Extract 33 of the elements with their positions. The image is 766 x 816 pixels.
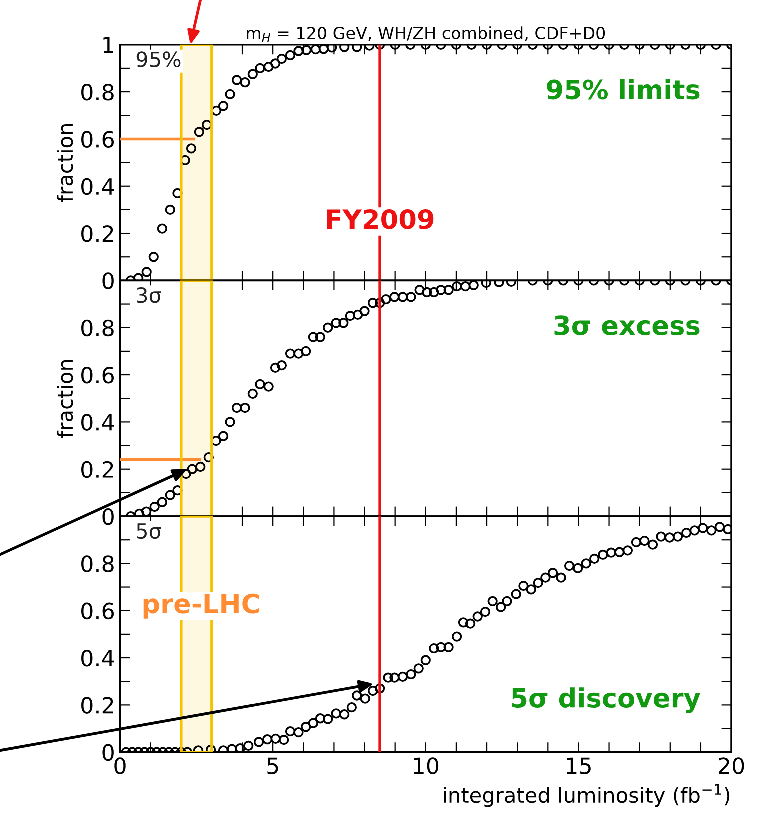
x-axis-title: integrated luminosity (fb$^{−1}$) xyxy=(444,784,730,808)
x-tick-label: 10 xyxy=(414,758,439,774)
band-label: pre-LHC xyxy=(144,594,259,619)
y-tick-label: 0.6 xyxy=(82,602,114,620)
y-axis-title: fraction xyxy=(57,124,74,202)
y-tick-label: 0 xyxy=(102,744,114,762)
x-tick-label: 5 xyxy=(268,758,278,774)
annotation: 3σ excess xyxy=(554,316,700,336)
y-tick-label: 0.4 xyxy=(82,414,114,431)
annotation: 5σ discovery xyxy=(512,688,700,714)
y-tick-label: 0.8 xyxy=(82,556,114,572)
y-tick-label: 0.2 xyxy=(82,697,114,714)
annotation: 3σ xyxy=(137,288,162,304)
y-tick-label: 0.6 xyxy=(82,131,114,148)
ref-line-label: FY2009 xyxy=(327,209,434,230)
y-tick-label: 0.4 xyxy=(82,178,114,196)
y-tick-label: 1 xyxy=(104,37,114,54)
annotation: 95% xyxy=(136,52,181,68)
annotation: 95% limits xyxy=(547,79,700,100)
y-tick-label: 0.8 xyxy=(82,84,114,101)
y-tick-label: 0.2 xyxy=(82,225,114,242)
x-tick-label: 0 xyxy=(114,758,126,774)
y-tick-label: 0.4 xyxy=(82,650,114,667)
annotation: 5σ xyxy=(137,524,162,540)
y-tick-label: 0.6 xyxy=(82,366,114,384)
x-tick-label: 20 xyxy=(719,758,744,774)
x-tick-label: 15 xyxy=(567,758,591,774)
y-tick-label: 0.8 xyxy=(82,320,114,337)
y-axis-title: fraction xyxy=(57,360,74,438)
y-tick-label: 0.2 xyxy=(82,461,114,478)
y-tick-label: 0 xyxy=(102,272,114,290)
y-tick-label: 0 xyxy=(102,508,114,526)
chart-title: m$_{H}$ = 120 GeV, WH/ZH combined, CDF+D0 xyxy=(247,26,606,42)
